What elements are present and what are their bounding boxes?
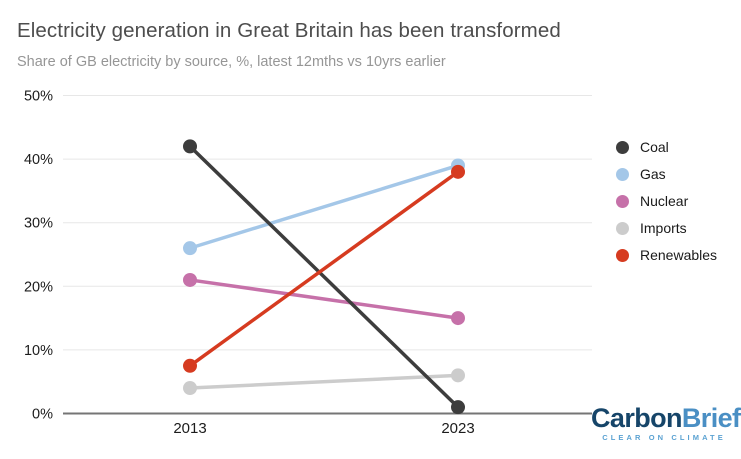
- legend-item-renewables: Renewables: [616, 246, 717, 264]
- y-tick-label: 50%: [24, 89, 53, 105]
- legend-item-gas: Gas: [616, 165, 717, 183]
- point-imports-2013: [183, 381, 197, 396]
- point-nuclear-2013: [183, 272, 197, 287]
- point-renewables-2023: [451, 164, 465, 179]
- legend-label: Imports: [640, 220, 687, 236]
- point-coal-2013: [183, 139, 197, 154]
- point-nuclear-2023: [451, 311, 465, 326]
- logo-text-carbon: Carbon: [591, 403, 683, 433]
- chart-subtitle: Share of GB electricity by source, %, la…: [17, 54, 446, 70]
- legend-dot-nuclear: [616, 194, 629, 208]
- legend-dot-gas: [616, 167, 629, 181]
- logo-text-brief: Brief: [681, 403, 741, 433]
- legend-item-nuclear: Nuclear: [616, 192, 717, 210]
- legend-label: Renewables: [640, 247, 718, 263]
- y-tick-label: 10%: [24, 343, 53, 359]
- legend-dot-coal: [616, 140, 629, 154]
- line-renewables: [188, 170, 460, 368]
- chart-legend: Coal Gas Nuclear Imports Renewables: [616, 138, 717, 273]
- line-gas: [189, 163, 459, 250]
- y-tick-label: 30%: [24, 216, 53, 232]
- legend-item-imports: Imports: [616, 219, 717, 237]
- x-tick-label: 2013: [173, 420, 206, 437]
- chart-title: Electricity generation in Great Britain …: [17, 19, 561, 42]
- legend-label: Nuclear: [640, 193, 689, 209]
- carbonbrief-wordmark: CarbonBrief: [591, 403, 741, 433]
- y-tick-label: 40%: [24, 152, 53, 168]
- y-tick-label: 20%: [24, 279, 53, 295]
- point-coal-2023: [451, 400, 465, 415]
- legend-label: Coal: [640, 139, 669, 155]
- y-tick-label: 0%: [32, 407, 53, 423]
- legend-dot-imports: [616, 221, 629, 235]
- legend-item-coal: Coal: [616, 138, 717, 156]
- point-gas-2013: [183, 241, 197, 256]
- carbonbrief-logo: CarbonBrief CLEAR ON CLIMATE: [591, 403, 741, 442]
- legend-label: Gas: [640, 166, 666, 182]
- x-tick-label: 2023: [441, 420, 474, 437]
- logo-tagline: CLEAR ON CLIMATE: [602, 433, 726, 442]
- point-imports-2023: [451, 368, 465, 383]
- line-coal: [188, 145, 460, 409]
- line-nuclear: [189, 278, 459, 320]
- legend-dot-renewables: [616, 248, 629, 262]
- line-imports: [189, 373, 459, 390]
- point-renewables-2013: [183, 358, 197, 373]
